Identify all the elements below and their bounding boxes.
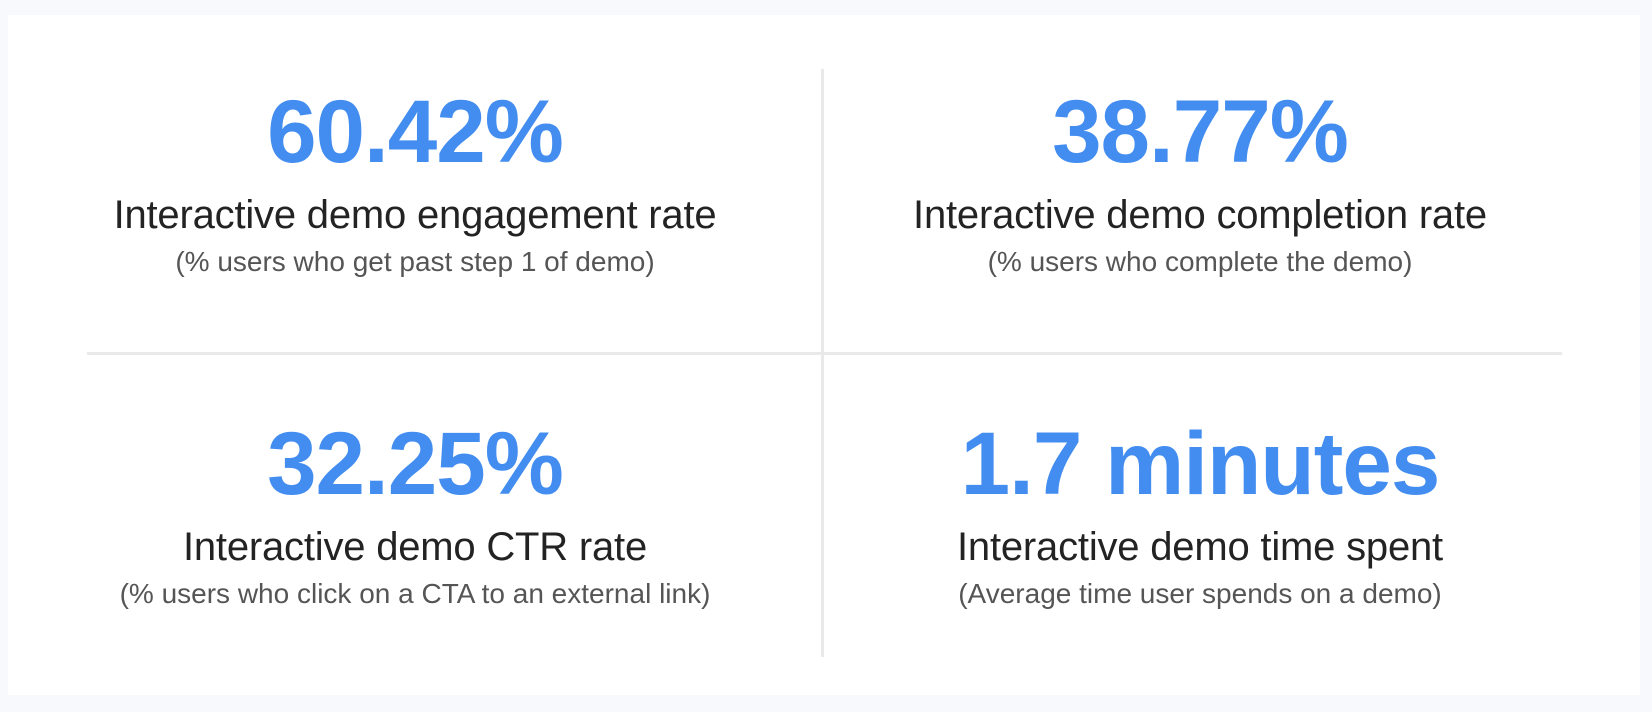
stat-subtitle: (% users who complete the demo) — [987, 246, 1413, 277]
stat-title: Interactive demo CTR rate — [182, 525, 648, 569]
stat-value: 32.25% — [267, 413, 564, 513]
stat-time-spent: 1.7 minutes Interactive demo time spent … — [800, 413, 1600, 612]
stat-title: Interactive demo engagement rate — [113, 193, 717, 237]
metrics-card: 60.42% Interactive demo engagement rate … — [8, 15, 1640, 695]
stat-ctr-rate: 32.25% Interactive demo CTR rate (% user… — [15, 413, 815, 612]
stat-value: 38.77% — [1052, 81, 1349, 181]
stat-subtitle: (% users who get past step 1 of demo) — [175, 246, 655, 277]
stat-title: Interactive demo time spent — [957, 525, 1443, 569]
stat-engagement-rate: 60.42% Interactive demo engagement rate … — [15, 81, 815, 280]
vertical-divider — [821, 69, 824, 657]
stat-value: 1.7 minutes — [960, 413, 1441, 513]
stat-title: Interactive demo completion rate — [913, 193, 1487, 237]
stat-subtitle: (Average time user spends on a demo) — [958, 578, 1442, 609]
stat-completion-rate: 38.77% Interactive demo completion rate … — [800, 81, 1600, 280]
horizontal-divider — [87, 352, 1562, 355]
stat-value: 60.42% — [267, 81, 564, 181]
stat-subtitle: (% users who click on a CTA to an extern… — [119, 578, 711, 609]
